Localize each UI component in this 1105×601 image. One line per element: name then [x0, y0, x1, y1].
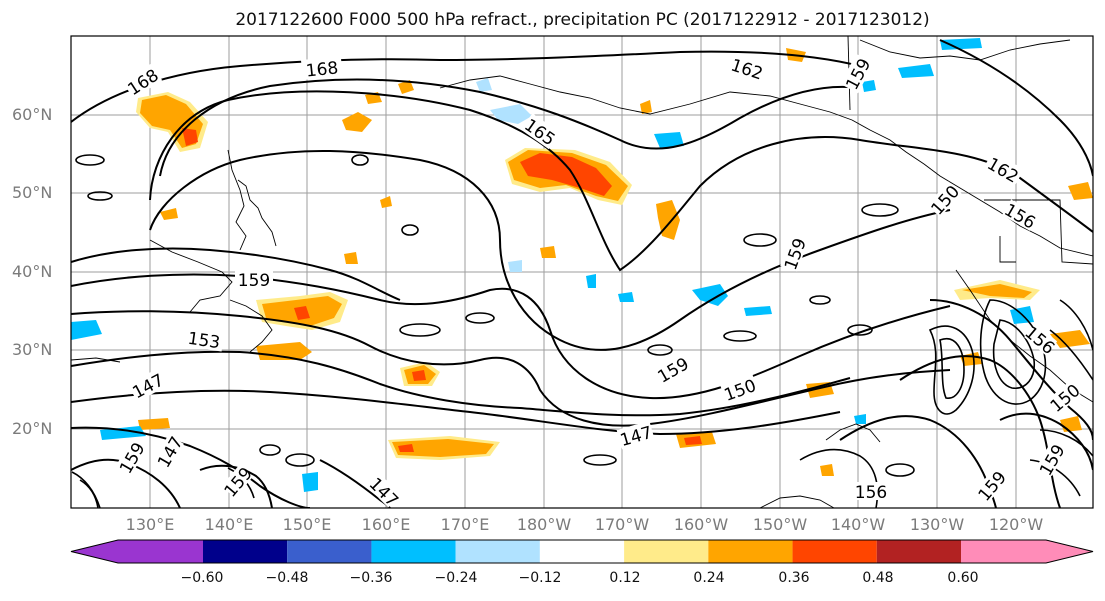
positive-precip-area	[684, 436, 702, 445]
colorbar-segment	[624, 540, 709, 563]
colorbar-tick-label: 0.60	[947, 570, 979, 586]
positive-precip-area	[294, 306, 310, 320]
negative-precip-area	[692, 284, 728, 306]
contour-150	[71, 350, 851, 417]
positive-precip-area	[520, 153, 612, 196]
positive-precip-area	[962, 284, 1032, 298]
positive-precip-area	[138, 418, 170, 430]
contour-165	[159, 78, 861, 177]
colorbar-segment	[708, 540, 793, 563]
colorbar-tick-label: −0.12	[518, 570, 562, 586]
small-contours	[75, 154, 915, 477]
positive-precip-area	[344, 252, 358, 264]
contour-147-b	[71, 426, 311, 508]
contour-168	[71, 50, 861, 123]
negative-precip-area	[654, 132, 684, 148]
positive-precip-area	[380, 196, 392, 208]
positive-precip-area	[640, 100, 652, 114]
negative-precip-area	[854, 414, 866, 424]
positive-precip-area	[160, 208, 178, 220]
lat-label: 30°N	[12, 340, 53, 359]
colorbar-segment	[539, 540, 625, 563]
colorbar-tick-label: 0.48	[862, 570, 894, 586]
colorbar-tick-label: −0.24	[434, 570, 478, 586]
lat-label: 20°N	[12, 419, 53, 438]
lon-label: 170°E	[440, 515, 490, 534]
negative-precip-area	[490, 104, 532, 124]
lat-label: 60°N	[12, 105, 53, 124]
lon-label: 180°W	[516, 515, 572, 534]
positive-precip-area	[392, 439, 494, 457]
lon-label: 150°W	[752, 515, 808, 534]
negative-precip-area	[940, 38, 982, 50]
lon-label: 140°E	[204, 515, 254, 534]
colorbar-tick-label: −0.36	[349, 570, 393, 586]
lon-label: 160°E	[361, 515, 411, 534]
lon-label: 130°W	[909, 515, 965, 534]
positive-precip-area	[398, 80, 414, 94]
colorbar-segment	[71, 540, 203, 563]
positive-precip-area	[1068, 182, 1093, 200]
lon-label: 160°W	[673, 515, 729, 534]
contour-label: 159	[238, 271, 270, 291]
negative-precip-area	[508, 260, 522, 272]
map-frame	[70, 35, 1094, 509]
colorbar-segment	[455, 540, 540, 563]
colorbar	[70, 539, 1094, 564]
colorbar-tick-label: 0.36	[778, 570, 810, 586]
negative-precip-area	[71, 320, 102, 340]
lon-label: 170°W	[594, 515, 650, 534]
colorbar-tick-label: −0.60	[180, 570, 224, 586]
positive-precip-area	[342, 112, 372, 132]
lon-label: 140°W	[830, 515, 886, 534]
precipitation-fill	[71, 38, 1093, 492]
contour-147	[71, 389, 841, 436]
graticule	[71, 36, 1093, 508]
lat-label: 40°N	[12, 262, 53, 281]
contour-162	[149, 90, 1093, 272]
contour-153	[71, 310, 951, 427]
colorbar-tick-label: −0.48	[265, 570, 309, 586]
positive-precip-area	[398, 444, 414, 452]
colorbar-segments	[70, 539, 1094, 564]
negative-precip-area	[898, 64, 934, 78]
colorbar-segment	[876, 540, 961, 563]
colorbar-outline	[70, 539, 1094, 564]
contour-150-se	[999, 412, 1093, 471]
coastlines	[71, 36, 1093, 508]
lon-label: 120°W	[988, 515, 1044, 534]
positive-precip-area	[820, 464, 834, 476]
negative-precip-area	[862, 80, 876, 92]
negative-precip-area	[476, 78, 492, 92]
colorbar-segment	[203, 540, 288, 563]
positive-precip-area	[540, 246, 556, 258]
map-title: 2017122600 F000 500 hPa refract., precip…	[235, 10, 930, 30]
contour-159-sw	[199, 464, 273, 508]
negative-precip-area	[618, 292, 634, 302]
colorbar-segment	[371, 540, 456, 563]
colorbar-segment	[792, 540, 877, 563]
contour-159-b	[71, 247, 401, 301]
lat-label: 50°N	[12, 183, 53, 202]
colorbar-segment	[287, 540, 372, 563]
lon-label: 150°E	[282, 515, 332, 534]
lon-label: 130°E	[125, 515, 175, 534]
positive-precip-area	[182, 128, 198, 146]
negative-precip-area	[302, 472, 318, 492]
negative-precip-area	[744, 306, 772, 316]
contour-168-east	[939, 39, 1093, 177]
colorbar-tick-label: 0.12	[609, 570, 641, 586]
contour-label: 168	[305, 58, 339, 81]
colorbar-tick-label: 0.24	[693, 570, 725, 586]
contour-label: 156	[855, 483, 887, 503]
positive-precip-area	[1050, 330, 1090, 348]
contour-156-east	[839, 415, 997, 508]
contour-label: 153	[186, 329, 221, 353]
colorbar-segment	[961, 540, 1093, 563]
positive-precip-area	[412, 370, 426, 381]
coastal-contour-cluster	[71, 299, 1093, 508]
negative-precip-area	[586, 274, 596, 288]
